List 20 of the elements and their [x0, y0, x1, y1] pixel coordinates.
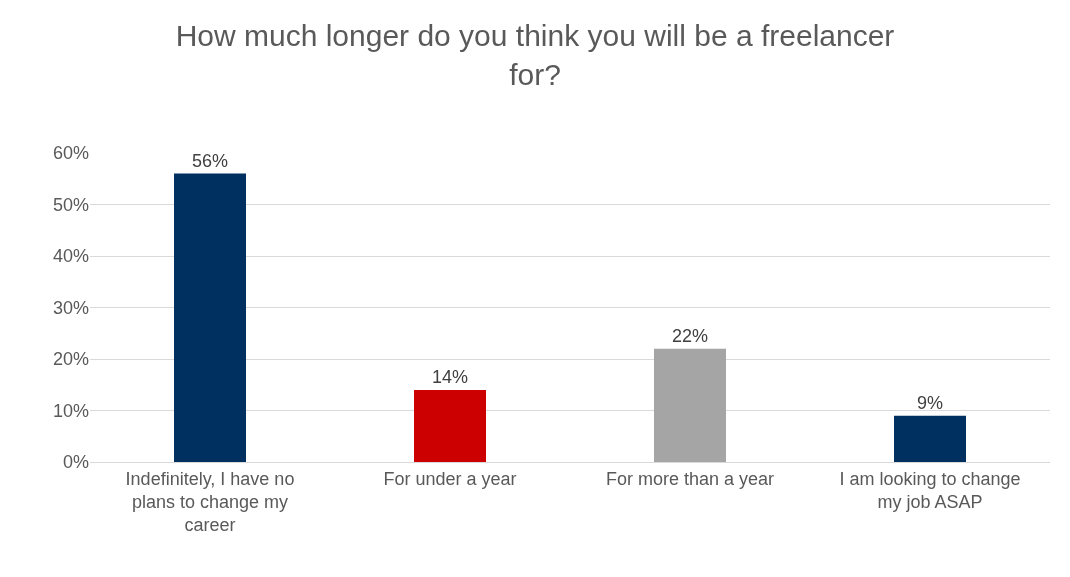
y-tick-label: 0% — [62, 452, 89, 473]
y-tick-label: 60% — [52, 143, 89, 164]
x-tick-label: For more than a year — [605, 468, 775, 489]
data-label: 9% — [916, 392, 944, 413]
x-tick-label: I am looking to change my job ASAP — [839, 468, 1021, 512]
data-label: 56% — [191, 150, 229, 171]
bar — [654, 348, 726, 462]
data-label: 22% — [671, 325, 709, 346]
x-tick-label: Indefinitely, I have no plans to change my career — [125, 468, 295, 536]
y-tick-label: 10% — [52, 400, 89, 421]
x-tick-label: For under a year — [383, 468, 517, 489]
y-tick-label: 30% — [52, 297, 89, 318]
chart-title: How much longer do you think you will be a freelancer for? — [175, 19, 895, 92]
y-tick-label: 50% — [52, 194, 89, 215]
y-tick-label: 20% — [52, 349, 89, 370]
data-label: 14% — [431, 366, 469, 387]
y-tick-label: 40% — [52, 246, 89, 267]
bar — [174, 173, 246, 462]
bar — [894, 415, 966, 462]
bar — [414, 389, 486, 462]
